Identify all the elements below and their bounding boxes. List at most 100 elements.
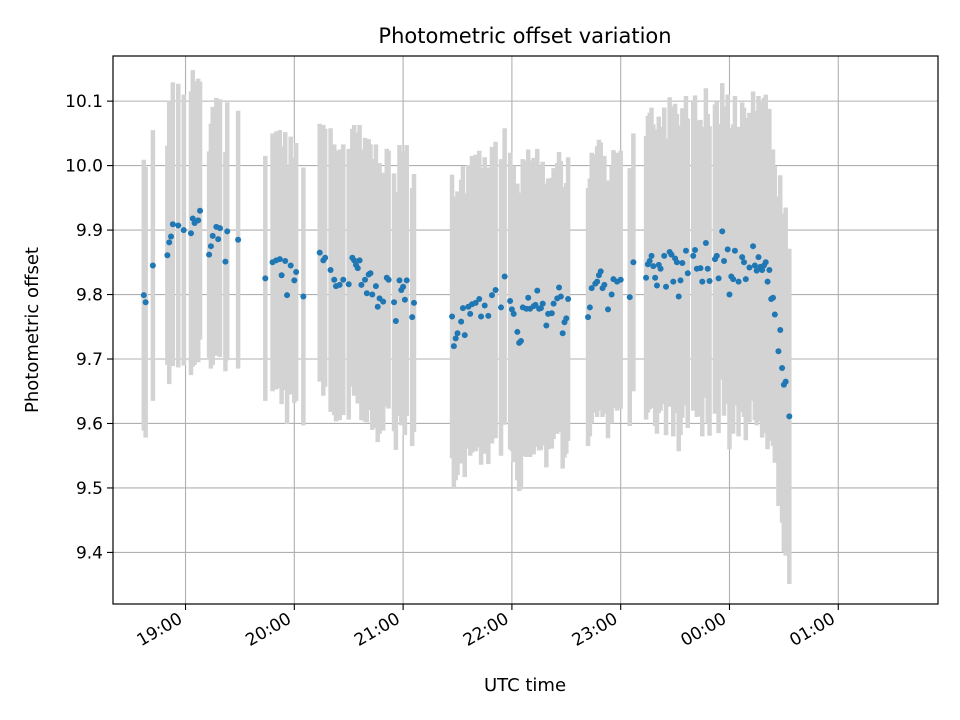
data-point [630, 259, 637, 266]
data-point [762, 259, 769, 266]
data-point [608, 291, 615, 298]
data-point [697, 265, 704, 272]
data-point [559, 330, 566, 337]
data-point [704, 265, 711, 272]
data-point [713, 252, 720, 259]
data-point [751, 262, 758, 269]
data-point [498, 304, 505, 311]
data-point [189, 215, 196, 222]
data-point [452, 335, 459, 342]
data-point [657, 265, 664, 272]
data-point [715, 275, 722, 282]
data-point [278, 272, 285, 279]
chart-title: Photometric offset variation [378, 24, 671, 48]
data-point [586, 304, 593, 311]
data-point [367, 270, 374, 277]
y-tick-label: 10.0 [65, 157, 103, 177]
data-point [284, 292, 291, 299]
data-point [363, 290, 370, 297]
data-point [532, 301, 539, 308]
data-point [354, 265, 361, 272]
x-axis-label: UTC time [484, 675, 566, 696]
data-point [766, 267, 773, 274]
data-point [175, 222, 182, 229]
data-point [719, 228, 726, 235]
data-point [459, 305, 466, 312]
data-point [679, 259, 686, 266]
data-point [643, 274, 650, 281]
data-point [652, 274, 659, 281]
data-point [668, 251, 675, 258]
y-axis-ticks: 9.4 9.5 9.6 9.7 9.8 9.9 10.0 10.1 [65, 92, 113, 563]
data-point [692, 247, 699, 254]
data-point [786, 413, 793, 420]
data-point [690, 252, 697, 259]
data-point [770, 294, 776, 301]
data-point [356, 257, 363, 264]
data-point [548, 310, 555, 317]
data-point [391, 299, 398, 306]
data-point [380, 298, 387, 305]
y-axis-label: Photometric offset [22, 247, 43, 413]
data-point [746, 264, 753, 271]
data-point [753, 267, 760, 274]
y-tick-label: 10.1 [65, 92, 103, 112]
y-tick-label: 9.6 [76, 414, 103, 434]
data-point [140, 292, 147, 299]
data-point [740, 259, 747, 266]
data-point [345, 281, 352, 288]
data-point [169, 221, 176, 228]
y-tick-label: 9.5 [76, 479, 103, 499]
data-point [677, 277, 684, 284]
data-point [775, 348, 782, 355]
y-tick-label: 9.7 [76, 350, 103, 370]
data-point [675, 293, 682, 300]
data-point [750, 243, 757, 250]
data-point [142, 299, 149, 306]
data-point [702, 239, 709, 246]
data-point [726, 291, 733, 298]
data-point [563, 315, 570, 322]
data-point [721, 258, 728, 265]
data-point [601, 281, 608, 288]
data-point [235, 236, 242, 243]
data-point [400, 283, 407, 290]
data-point [372, 283, 379, 290]
data-point [293, 268, 300, 275]
data-point [287, 262, 294, 269]
y-tick-label: 9.9 [76, 221, 103, 241]
data-point [282, 258, 289, 265]
data-point [449, 313, 456, 320]
data-point [539, 300, 546, 307]
data-point [507, 297, 514, 304]
data-point [742, 276, 749, 283]
data-point [759, 267, 766, 274]
data-point [331, 276, 338, 283]
data-point [517, 337, 524, 344]
y-tick-label: 9.4 [76, 543, 103, 563]
plot-frame [112, 55, 939, 605]
data-point [454, 330, 461, 337]
data-point [556, 284, 563, 291]
data-point [492, 287, 499, 294]
data-point [291, 277, 298, 284]
data-point [661, 252, 668, 259]
data-point [508, 306, 515, 313]
data-point [467, 310, 474, 317]
data-point [149, 262, 156, 269]
data-point [222, 258, 229, 265]
data-point [594, 278, 601, 285]
data-point [351, 257, 358, 264]
data-point [450, 343, 457, 350]
data-point [653, 282, 660, 289]
data-point [543, 322, 550, 329]
data-point [730, 276, 737, 283]
data-point [392, 317, 399, 324]
data-point [626, 294, 633, 301]
data-point [216, 225, 223, 232]
data-point [166, 239, 173, 246]
data-point [396, 277, 403, 284]
data-point [385, 276, 392, 283]
data-point [597, 268, 604, 275]
data-point [764, 278, 771, 285]
